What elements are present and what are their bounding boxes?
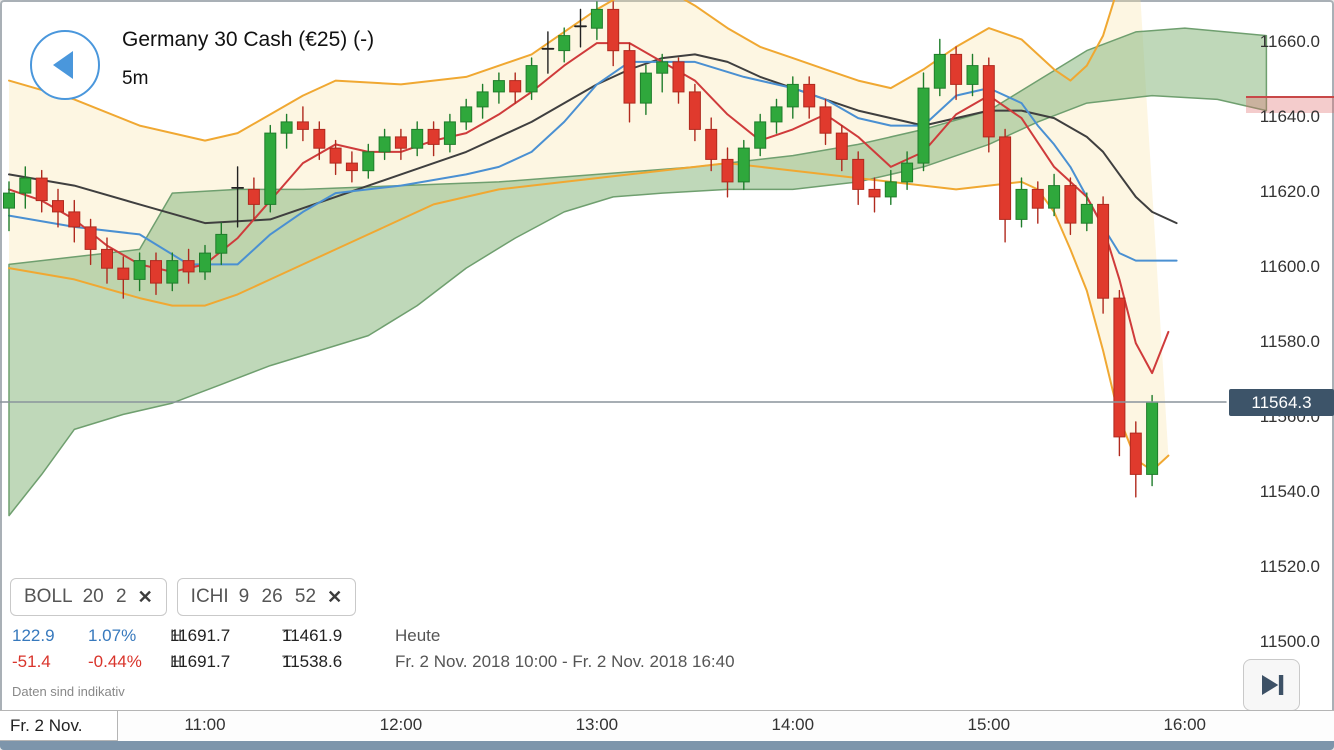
change-percent: -0.44% — [88, 652, 142, 671]
price-axis-label: 11600.0 — [1259, 257, 1320, 277]
indicator-chip-ichi[interactable]: ICHI 9 26 52 ✕ — [176, 578, 357, 616]
current-price-badge: 11564.3 — [1229, 389, 1334, 416]
price-axis-label: 11540.0 — [1259, 482, 1320, 502]
indicator-name: ICHI — [190, 586, 229, 607]
time-axis-label: 13:00 — [575, 715, 619, 734]
low-value: 11461.9 — [282, 626, 343, 645]
high-value: 11691.7 — [170, 652, 231, 671]
change-value: -51.4 — [12, 652, 51, 671]
skip-to-latest-button[interactable] — [1243, 659, 1300, 711]
bottom-bar — [0, 741, 1334, 750]
time-axis-label: 15:00 — [967, 715, 1011, 734]
remove-indicator-icon[interactable]: ✕ — [137, 586, 153, 607]
high-label: H — [170, 652, 183, 671]
back-arrow-icon — [45, 45, 85, 85]
session-range-label: Fr. 2 Nov. 2018 10:00 - Fr. 2 Nov. 2018 … — [395, 652, 735, 671]
price-axis-label: 11500.0 — [1259, 632, 1320, 652]
change-percent: 1.07% — [88, 626, 137, 645]
stats-row-today: 122.9 1.07% H 11691.7 T 11461.9 Heute — [0, 626, 920, 650]
date-cell: Fr. 2 Nov. — [0, 711, 118, 741]
indicator-params: 20 2 — [82, 586, 127, 607]
indicator-params: 9 26 52 — [238, 586, 317, 607]
remove-indicator-icon[interactable]: ✕ — [327, 586, 343, 607]
axis-highlight-band — [1246, 96, 1334, 113]
price-axis-label: 11640.0 — [1259, 107, 1320, 127]
low-label: T — [282, 652, 293, 671]
instrument-title: Germany 30 Cash (€25) (-) — [122, 28, 375, 51]
change-value: 122.9 — [12, 626, 55, 645]
high-value: 11691.7 — [170, 626, 231, 645]
time-axis-label: 11:00 — [184, 715, 226, 734]
price-axis-label: 11660.0 — [1259, 32, 1320, 52]
price-axis-label: 11620.0 — [1259, 182, 1320, 202]
disclaimer-text: Daten sind indikativ — [12, 684, 125, 699]
indicator-chip-boll[interactable]: BOLL 20 2 ✕ — [10, 578, 167, 616]
timeframe-label: 5m — [122, 68, 149, 89]
price-axis-label: 11580.0 — [1259, 332, 1320, 352]
high-label: H — [170, 626, 183, 645]
time-axis[interactable]: Fr. 2 Nov. 11:00 12:00 13:00 14:00 15:00 16:0… — [0, 710, 1334, 742]
stats-row-session: -51.4 -0.44% H 11691.7 T 11538.6 Fr. 2 Nov… — [0, 652, 920, 676]
indicator-chip-row: BOLL 20 2 ✕ ICHI 9 26 52 ✕ — [10, 578, 357, 616]
play-to-end-icon — [1257, 670, 1287, 700]
time-axis-label: 14:00 — [771, 715, 815, 734]
time-axis-label: 12:00 — [379, 715, 423, 734]
price-axis-label: 11520.0 — [1259, 557, 1320, 577]
low-label: T — [282, 626, 293, 645]
time-axis-label: 16:00 — [1163, 715, 1207, 734]
back-button[interactable] — [30, 30, 100, 100]
period-label: Heute — [395, 626, 441, 645]
indicator-name: BOLL — [24, 586, 73, 607]
low-value: 11538.6 — [282, 652, 343, 671]
